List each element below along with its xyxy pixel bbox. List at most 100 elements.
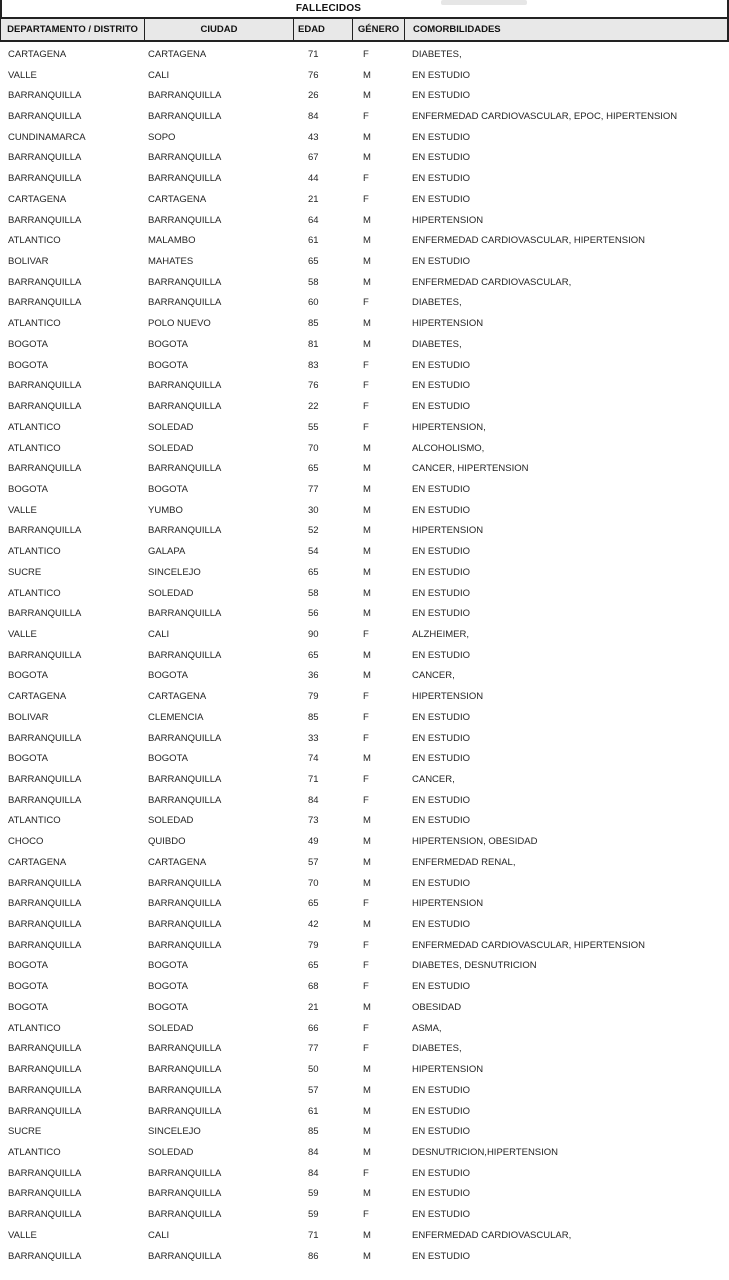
dept-cell: CHOCO: [8, 836, 44, 848]
city-cell: YUMBO: [148, 504, 183, 516]
age-cell: 84: [308, 111, 319, 123]
comorbidities-cell: ENFERMEDAD CARDIOVASCULAR, HIPERTENSION: [412, 235, 645, 247]
comorbidities-cell: EN ESTUDIO: [412, 359, 471, 371]
age-cell: 85: [308, 711, 319, 723]
age-cell: 57: [308, 856, 319, 868]
dept-cell: BOLIVAR: [8, 711, 49, 723]
city-cell: BARRANQUILLA: [148, 608, 222, 620]
gender-cell: M: [363, 587, 371, 599]
age-cell: 66: [308, 1022, 319, 1034]
gender-cell: F: [363, 691, 369, 703]
city-cell: SINCELEJO: [148, 566, 201, 578]
comorbidities-cell: EN ESTUDIO: [412, 1084, 471, 1096]
city-cell: BARRANQUILLA: [148, 297, 222, 309]
dept-cell: BOGOTA: [8, 1001, 48, 1013]
comorbidities-cell: HIPERTENSION,: [412, 421, 486, 433]
dept-cell: BARRANQUILLA: [8, 1105, 82, 1117]
comorbidities-cell: EN ESTUDIO: [412, 649, 471, 661]
city-cell: CARTAGENA: [148, 193, 207, 205]
gender-cell: F: [363, 774, 369, 786]
age-cell: 65: [308, 463, 319, 475]
gender-cell: F: [363, 1022, 369, 1034]
age-cell: 68: [308, 981, 319, 993]
table-header-row: DEPARTAMENTO / DISTRITO CIUDAD EDAD GÉNE…: [0, 17, 729, 42]
dept-cell: BARRANQUILLA: [8, 1167, 82, 1179]
city-cell: BARRANQUILLA: [148, 214, 222, 226]
dept-cell: BARRANQUILLA: [8, 1250, 82, 1262]
age-cell: 21: [308, 193, 319, 205]
age-cell: 55: [308, 421, 319, 433]
city-cell: BARRANQUILLA: [148, 463, 222, 475]
city-cell: BARRANQUILLA: [148, 1064, 222, 1076]
city-cell: GALAPA: [148, 546, 186, 558]
age-cell: 71: [308, 774, 319, 786]
comorbidities-cell: EN ESTUDIO: [412, 566, 471, 578]
dept-cell: CARTAGENA: [8, 193, 67, 205]
age-cell: 84: [308, 1146, 319, 1158]
dept-cell: BOGOTA: [8, 670, 48, 682]
comorbidities-cell: EN ESTUDIO: [412, 1250, 471, 1262]
age-cell: 61: [308, 1105, 319, 1117]
dept-cell: BARRANQUILLA: [8, 297, 82, 309]
dept-cell: BARRANQUILLA: [8, 276, 82, 288]
dept-cell: ATLANTICO: [8, 235, 61, 247]
gender-cell: M: [363, 276, 371, 288]
comorbidities-cell: HIPERTENSION: [412, 525, 484, 537]
dept-cell: BARRANQUILLA: [8, 649, 82, 661]
age-cell: 58: [308, 587, 319, 599]
age-cell: 76: [308, 380, 319, 392]
age-cell: 57: [308, 1084, 319, 1096]
comorbidities-cell: CANCER,: [412, 774, 455, 786]
city-cell: CALI: [148, 69, 170, 81]
dept-cell: BARRANQUILLA: [8, 732, 82, 744]
comorbidities-cell: DESNUTRICION,HIPERTENSION: [412, 1146, 559, 1158]
gender-cell: F: [363, 898, 369, 910]
dept-cell: ATLANTICO: [8, 318, 61, 330]
column-header-comorbilidades: COMORBILIDADES: [404, 19, 729, 40]
gender-cell: M: [363, 856, 371, 868]
dept-cell: BOGOTA: [8, 338, 48, 350]
age-cell: 81: [308, 338, 319, 350]
dept-cell: BOLIVAR: [8, 256, 49, 268]
dept-cell: BARRANQUILLA: [8, 173, 82, 185]
comorbidities-cell: EN ESTUDIO: [412, 587, 471, 599]
dept-cell: ATLANTICO: [8, 421, 61, 433]
dept-cell: BOGOTA: [8, 981, 48, 993]
comorbidities-cell: EN ESTUDIO: [412, 877, 471, 889]
city-cell: CARTAGENA: [148, 856, 207, 868]
dept-cell: VALLE: [8, 504, 37, 516]
comorbidities-cell: HIPERTENSION: [412, 898, 484, 910]
age-cell: 59: [308, 1188, 319, 1200]
age-cell: 49: [308, 836, 319, 848]
age-cell: 42: [308, 919, 319, 931]
comorbidities-cell: EN ESTUDIO: [412, 732, 471, 744]
dept-cell: ATLANTICO: [8, 1146, 61, 1158]
comorbidities-cell: ALCOHOLISMO,: [412, 442, 485, 454]
age-cell: 70: [308, 877, 319, 889]
age-cell: 36: [308, 670, 319, 682]
comorbidities-cell: ENFERMEDAD CARDIOVASCULAR,: [412, 1229, 572, 1241]
city-cell: BARRANQUILLA: [148, 898, 222, 910]
gender-cell: F: [363, 794, 369, 806]
gender-cell: M: [363, 1229, 371, 1241]
gender-cell: M: [363, 877, 371, 889]
age-cell: 21: [308, 1001, 319, 1013]
dept-cell: CARTAGENA: [8, 48, 67, 60]
city-cell: QUIBDO: [148, 836, 186, 848]
gender-cell: F: [363, 711, 369, 723]
city-cell: BARRANQUILLA: [148, 919, 222, 931]
dept-cell: CARTAGENA: [8, 856, 67, 868]
comorbidities-cell: DIABETES,: [412, 297, 462, 309]
dept-cell: BARRANQUILLA: [8, 939, 82, 951]
gender-cell: M: [363, 214, 371, 226]
dept-cell: CUNDINAMARCA: [8, 131, 86, 143]
city-cell: BARRANQUILLA: [148, 90, 222, 102]
gender-cell: M: [363, 649, 371, 661]
city-cell: BARRANQUILLA: [148, 774, 222, 786]
gender-cell: M: [363, 442, 371, 454]
city-cell: BOGOTA: [148, 670, 188, 682]
age-cell: 85: [308, 318, 319, 330]
gender-cell: F: [363, 960, 369, 972]
comorbidities-cell: ENFERMEDAD CARDIOVASCULAR, EPOC, HIPERTE…: [412, 111, 678, 123]
dept-cell: BOGOTA: [8, 753, 48, 765]
